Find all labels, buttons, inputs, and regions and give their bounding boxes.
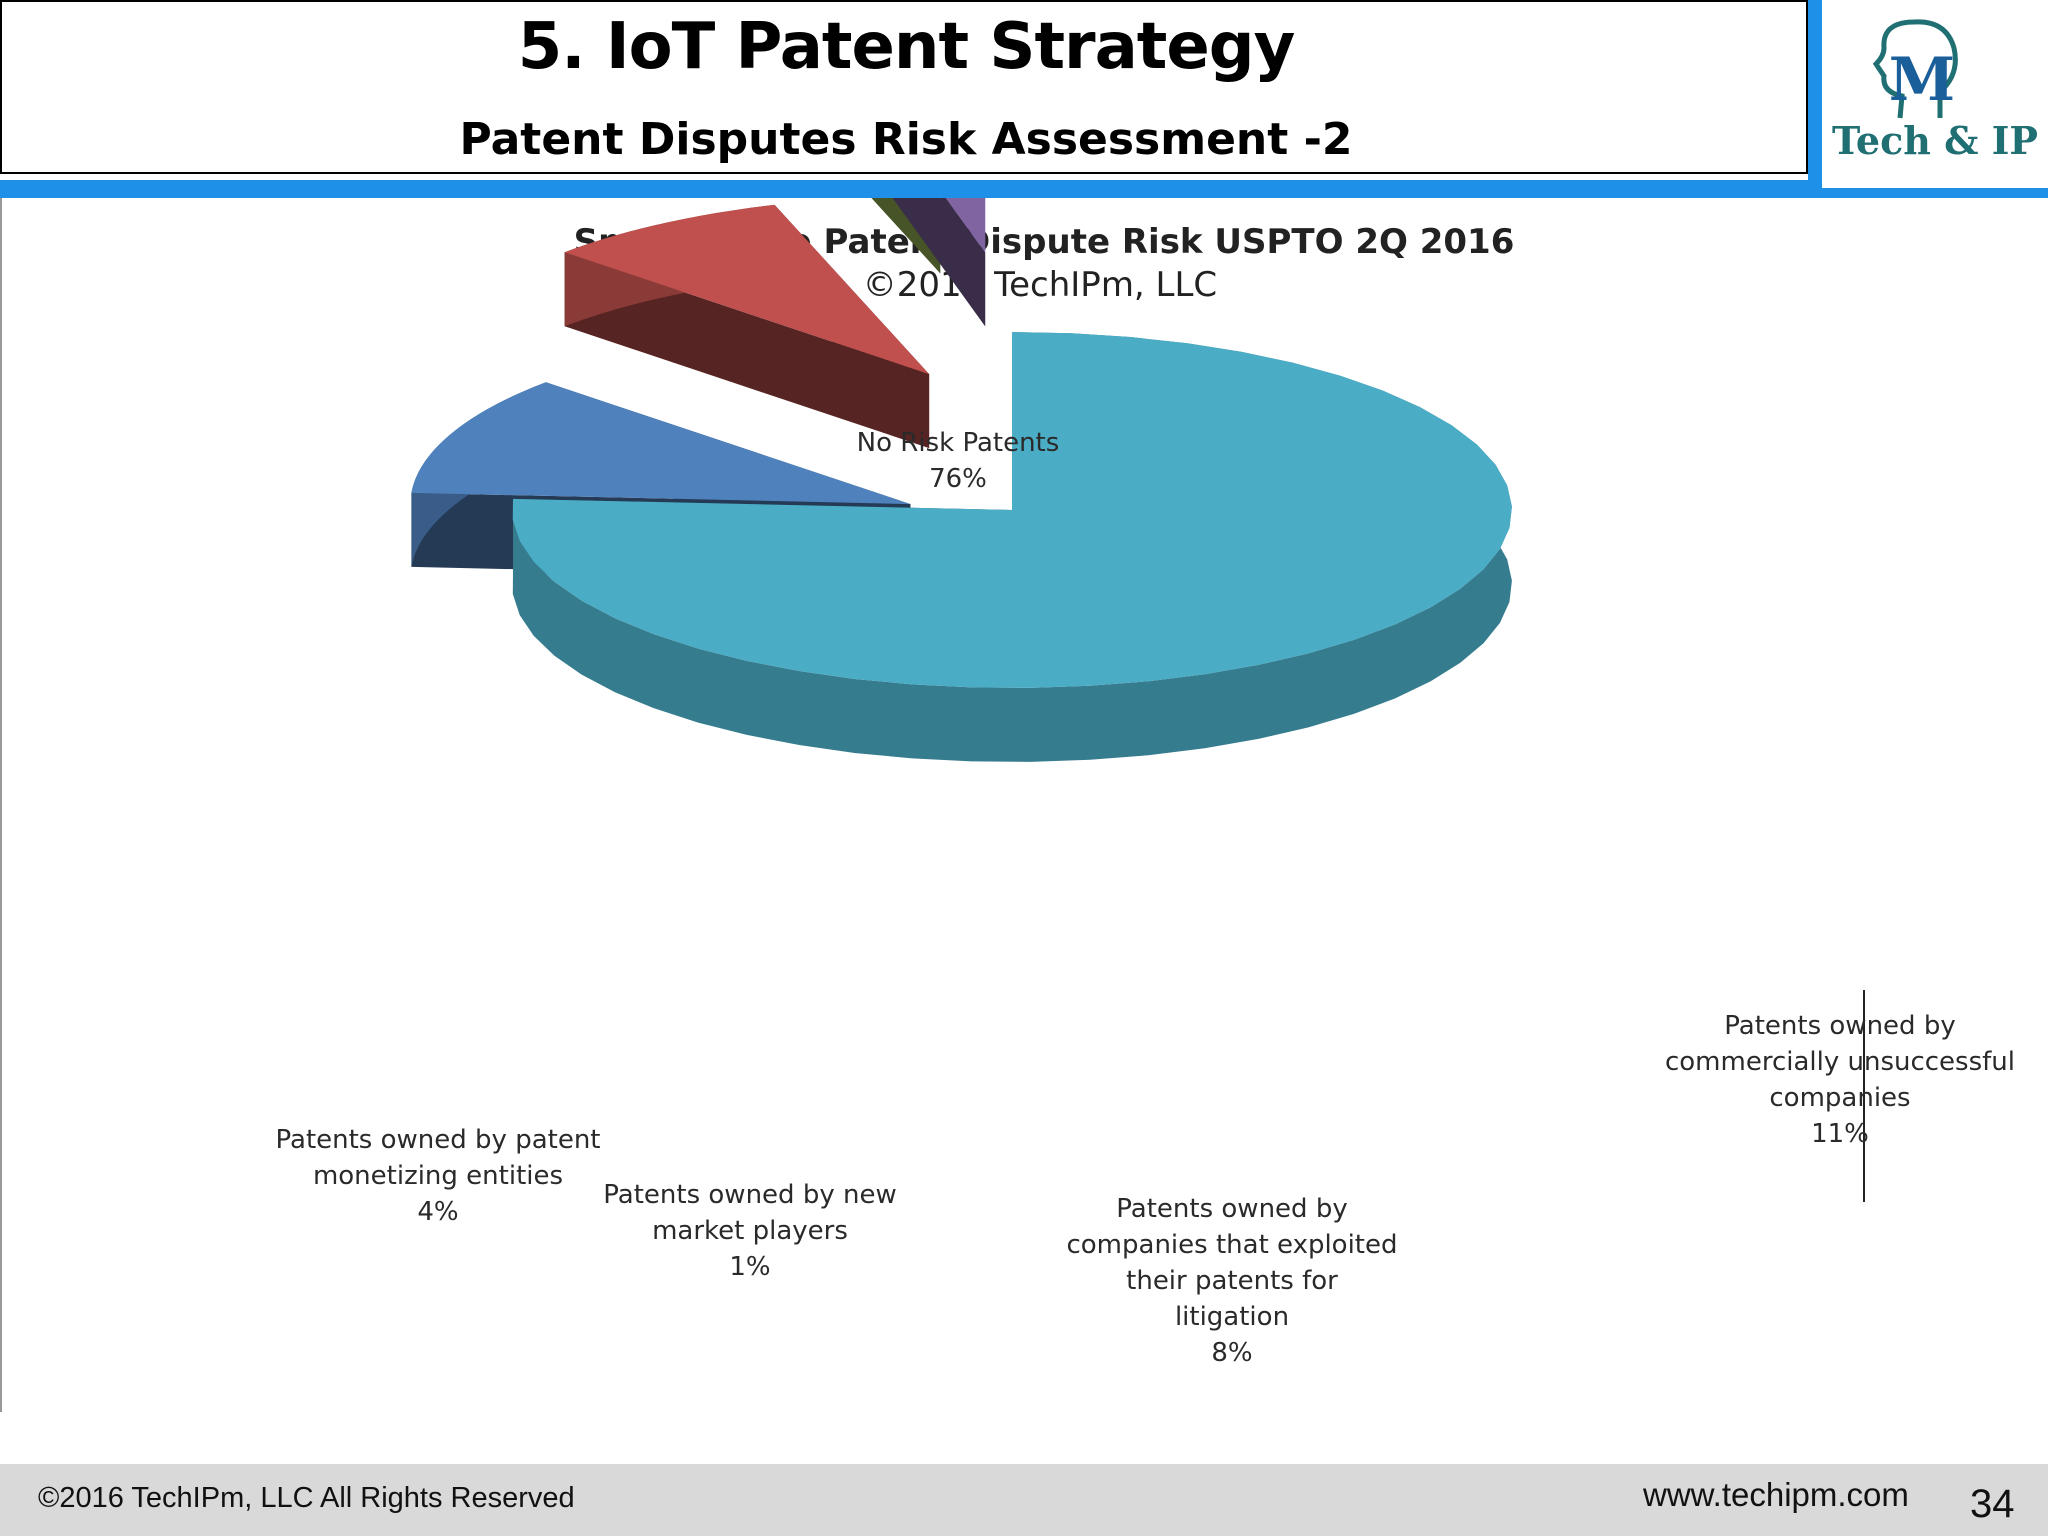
footer-url: www.techipm.com xyxy=(1643,1476,1909,1513)
head-profile-icon: M xyxy=(1872,19,1958,119)
chart-subtitle: ©2016 TechIPm, LLC xyxy=(863,265,1217,305)
slice-2-wall-0 xyxy=(564,252,930,449)
footer-bar xyxy=(0,1464,2048,1536)
accent-bar-vertical xyxy=(1808,0,1822,198)
slice-0-top xyxy=(512,332,1512,688)
footer-copyright: ©2016 TechIPm, LLC All Rights Reserved xyxy=(38,1482,575,1514)
logo-mark: M xyxy=(1889,45,1955,115)
company-logo: M Tech & IP xyxy=(1822,0,2048,188)
slice-4-wall-0 xyxy=(892,198,986,327)
chart-area xyxy=(0,198,2048,1412)
slide-subtitle: Patent Disputes Risk Assessment -2 xyxy=(459,114,1353,165)
slice-label-2: Patents owned by companies that exploited… xyxy=(1066,1194,1397,1368)
pie-chart: Smart Home Patent Dispute Risk USPTO 2Q … xyxy=(276,198,2016,1368)
pie-labels: No Risk Patents 76% Patents owned by commer… xyxy=(276,428,2016,1368)
slice-label-1: Patents owned by commercially unsuccessfu… xyxy=(1665,1011,2015,1149)
slice-label-4: Patents owned by patent monetizing entiti… xyxy=(276,1125,601,1227)
slice-label-3: Patents owned by new market players 1% xyxy=(603,1180,896,1282)
slice-label-0: No Risk Patents 76% xyxy=(857,428,1060,494)
accent-bar xyxy=(0,180,2048,198)
logo-text: Tech & IP xyxy=(1832,118,2038,163)
pie-top-layer xyxy=(411,198,1512,688)
slice-1-top xyxy=(411,382,911,505)
header-box: 5. IoT Patent Strategy Patent Disputes R… xyxy=(0,0,1808,174)
slice-2-top xyxy=(564,204,930,375)
slice-4-top xyxy=(945,198,986,253)
slide-title: 5. IoT Patent Strategy xyxy=(517,10,1296,84)
page-number: 34 xyxy=(1970,1482,2015,1526)
